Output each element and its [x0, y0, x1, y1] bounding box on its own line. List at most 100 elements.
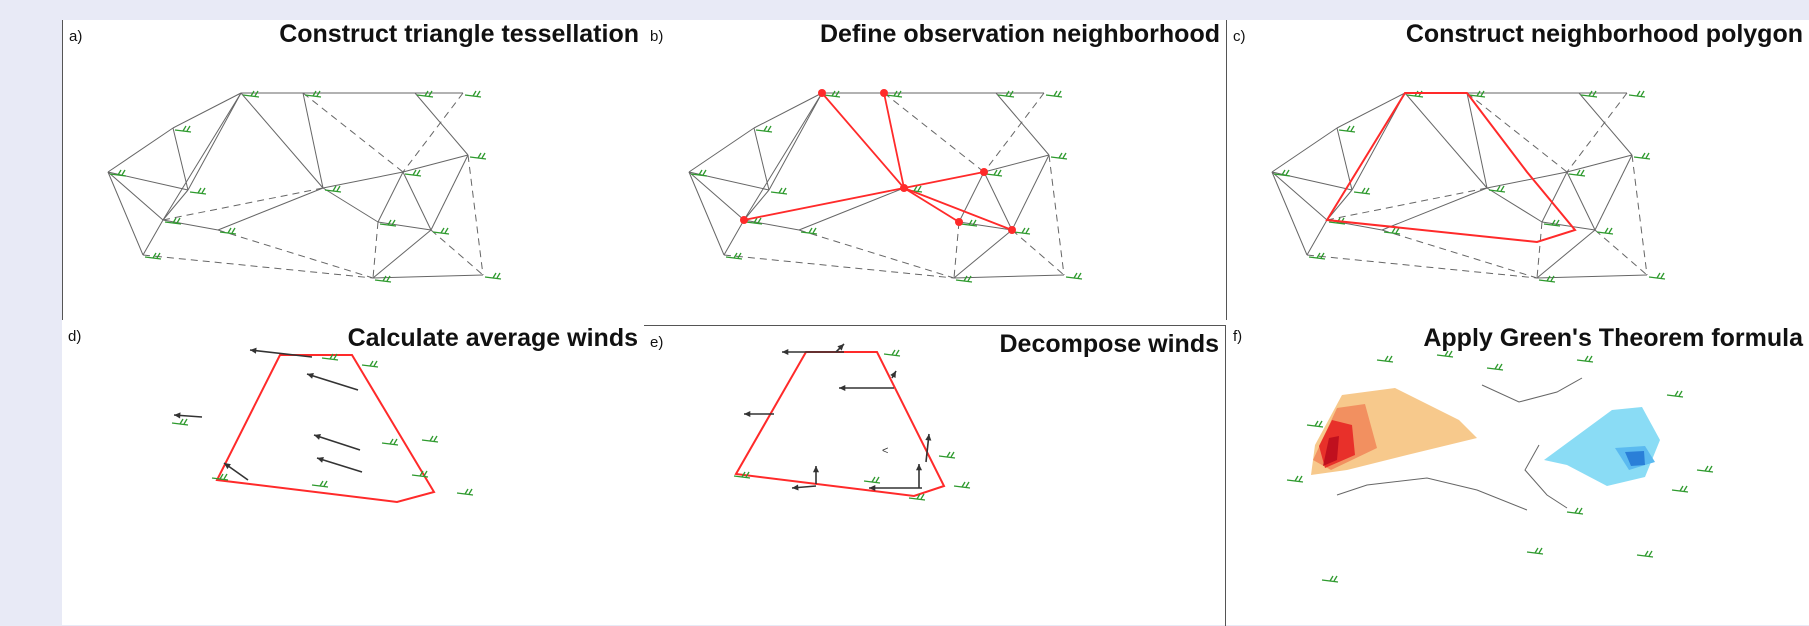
wind-barb-icon [432, 227, 450, 235]
wind-barb-icon [1633, 152, 1651, 160]
mesh-edge [1541, 221, 1596, 231]
mesh-edge [322, 187, 379, 223]
wind-barb-icon [960, 219, 978, 227]
neighborhood-polygon [1325, 92, 1577, 244]
wind-barb-icon [1321, 575, 1339, 583]
mesh-edge [107, 171, 164, 221]
wind-barb-icon [464, 90, 482, 98]
mesh-edge [302, 92, 324, 189]
wind-barb-icon [171, 418, 189, 426]
wind-barb-icon [1696, 465, 1714, 473]
wind-barb-icon [1538, 275, 1556, 283]
mesh-edge [953, 274, 1065, 279]
neighborhood-link [743, 187, 905, 221]
mesh-edge [402, 154, 469, 173]
mesh-edge [1466, 92, 1488, 189]
panel-b: b) Define observation neighborhood [644, 20, 1227, 320]
observation-station-icon [955, 218, 963, 226]
mesh-edge [107, 127, 174, 173]
panel-c-letter: c) [1233, 28, 1246, 45]
mesh-edge [1271, 171, 1308, 256]
panel-d: d) Calculate average winds [62, 320, 644, 625]
mesh-edge [1336, 92, 1406, 129]
contour-line [1481, 377, 1583, 403]
triangle-tessellation-diagram [107, 90, 502, 283]
wind-barb-icon [1648, 272, 1666, 280]
wind-barb-icon [800, 227, 818, 235]
wind-barb-icon [690, 169, 708, 177]
wind-barb-icon [374, 275, 392, 283]
mesh-edge [372, 229, 432, 279]
mesh-edge [1541, 171, 1568, 223]
mesh-edge [217, 187, 324, 231]
wind-barb-icon [1568, 169, 1586, 177]
panel-f: f) Apply Green's Theorem formula [1227, 320, 1809, 625]
mesh-edge [1306, 219, 1328, 256]
wind-barb-icon [144, 252, 162, 260]
wind-arrowhead-icon [792, 484, 799, 491]
average-wind-arrow [306, 373, 359, 391]
panel-e-letter: e) [650, 334, 664, 351]
mesh-edge [768, 92, 823, 191]
mesh-edge [107, 171, 144, 256]
mesh-edge [983, 154, 1050, 173]
mesh-edge [798, 187, 905, 231]
figure: a) Construct triangle tessellation b) De… [62, 20, 1809, 626]
wind-barb-icon [1286, 475, 1304, 483]
wind-barb-icon [823, 90, 841, 98]
neighborhood-polygon [215, 354, 436, 504]
wind-barb-icon [1308, 252, 1326, 260]
observation-station-icon [980, 168, 988, 176]
center-station-icon [900, 184, 908, 192]
mesh-edge [162, 92, 242, 221]
wind-barb-icon [997, 90, 1015, 98]
wind-barb-icon [1628, 90, 1646, 98]
convergence-region-core [1323, 436, 1339, 466]
wind-barb-icon [242, 90, 260, 98]
wind-barb-icon [1050, 152, 1068, 160]
mesh-edge [162, 187, 324, 221]
wind-barb-icon [164, 217, 182, 225]
divergence-region-inner [1625, 451, 1645, 466]
wind-barb-icon [1666, 390, 1684, 398]
wind-arrowhead-icon [915, 464, 923, 471]
greens-theorem-diagram [1286, 350, 1714, 583]
panel-e-title: Decompose winds [999, 330, 1220, 358]
wind-barb-icon [908, 493, 926, 501]
panel-c: c) Construct neighborhood polygon [1227, 20, 1809, 320]
mesh-edge [743, 92, 823, 221]
mesh-edge [302, 92, 404, 173]
mesh-edge [172, 92, 242, 129]
mesh-edge [958, 171, 985, 223]
neighborhood-link [903, 171, 985, 189]
neighborhood-link [903, 187, 960, 223]
wind-barb-icon [361, 360, 379, 368]
mesh-edge [377, 171, 404, 223]
wind-barb-icon [311, 480, 329, 488]
neighborhood-polygon [734, 351, 946, 498]
mesh-edge [1631, 154, 1648, 276]
mesh-edge [983, 171, 1013, 231]
mesh-edge [414, 92, 469, 156]
wind-barb-icon [324, 185, 342, 193]
wind-barb-icon [885, 90, 903, 98]
wind-barb-icon [755, 125, 773, 133]
wind-arrowhead-icon [314, 434, 321, 440]
panel-b-title: Define observation neighborhood [819, 20, 1220, 48]
contour-line [1336, 477, 1528, 511]
mesh-edge [142, 254, 374, 279]
wind-barb-icon [1526, 547, 1544, 555]
wind-barb-icon [733, 471, 751, 479]
wind-barb-icon [1376, 355, 1394, 363]
neighborhood-link [821, 92, 905, 189]
neighborhood-link [903, 187, 1013, 231]
mesh-edge [1594, 154, 1633, 231]
mesh-edge [430, 154, 469, 231]
panel-b-letter: b) [650, 28, 664, 45]
wind-barb-icon [1671, 485, 1689, 493]
mesh-edge [162, 219, 219, 231]
wind-barb-icon [1580, 90, 1598, 98]
mesh-edge [1011, 229, 1065, 276]
wind-barb-icon [1596, 227, 1614, 235]
wind-barb-icon [219, 227, 237, 235]
